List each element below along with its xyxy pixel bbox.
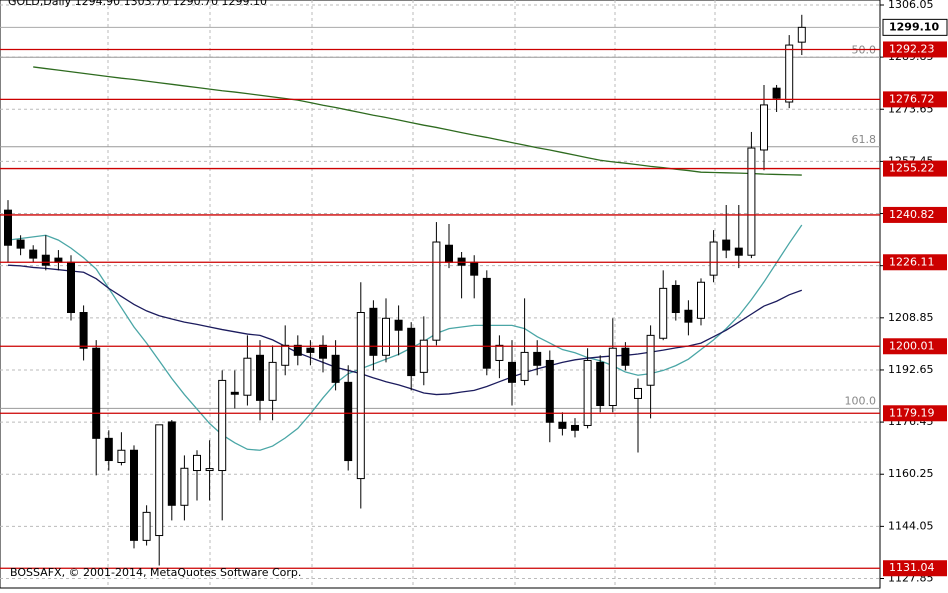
level-label: 1292.23: [889, 42, 935, 55]
y-tick-label: 1160.25: [888, 467, 934, 480]
level-box: [883, 160, 947, 177]
candle-body: [596, 361, 605, 407]
candle-body: [722, 239, 731, 251]
candle-body: [29, 249, 38, 259]
candle-body: [445, 244, 453, 263]
level-label: 1179.19: [889, 406, 935, 419]
candle-body: [306, 347, 315, 353]
current-price-box: [882, 18, 948, 36]
candle-body: [419, 339, 428, 373]
y-tick-label: 1144.05: [888, 519, 934, 532]
level-box: [883, 254, 947, 271]
candle-body: [256, 354, 264, 401]
level-box: [883, 405, 947, 422]
candle-body: [193, 454, 201, 472]
candle-body: [41, 254, 50, 266]
candle-body: [558, 421, 567, 429]
level-label: 1226.11: [889, 255, 935, 268]
candle-body: [230, 391, 239, 395]
candle-body: [533, 351, 542, 366]
watermark: BOSSAFX, © 2001-2014, MetaQuotes Softwar…: [10, 566, 301, 579]
candle-body: [167, 421, 176, 506]
candle-body: [747, 147, 756, 256]
candle-body: [155, 424, 164, 537]
current-price-label: 1299.10: [889, 20, 939, 33]
candle-body: [772, 87, 781, 99]
candle-body: [785, 44, 794, 103]
candle-body: [356, 312, 365, 480]
level-label: 1240.82: [889, 208, 935, 221]
candle-body: [180, 467, 189, 506]
candle-body: [67, 261, 75, 314]
candle-body: [92, 347, 101, 439]
candle-body: [79, 312, 88, 349]
level-label: 1255.22: [889, 162, 935, 175]
candle-body: [331, 354, 340, 383]
candle-body: [268, 361, 277, 401]
y-tick-label: 1192.65: [888, 363, 934, 376]
y-tick-label: 1306.05: [888, 0, 934, 11]
candle-body: [697, 281, 705, 319]
time-grid: [107, 0, 716, 588]
candle-body: [344, 381, 353, 462]
moving-average: [7, 264, 803, 396]
candle-body: [709, 241, 718, 276]
candle-body: [281, 344, 290, 366]
y-tick-label: 1208.85: [888, 311, 934, 324]
candle-body: [659, 287, 668, 339]
fib-label: 61.8: [852, 133, 877, 146]
moving-average: [7, 224, 803, 451]
candle-body: [205, 468, 214, 472]
candle-body: [520, 351, 529, 381]
candle-body: [671, 284, 680, 314]
candle-body: [684, 309, 693, 323]
candle-body: [218, 379, 227, 472]
level-box: [883, 206, 947, 223]
candle-body: [369, 307, 378, 356]
candle-body: [407, 327, 416, 377]
candle-body: [243, 357, 252, 396]
fib-label: 100.0: [845, 394, 877, 407]
level-box: [883, 91, 947, 108]
candle-body: [482, 277, 491, 369]
candle-body: [16, 239, 25, 249]
candle-body: [117, 449, 126, 463]
level-box: [883, 560, 947, 577]
candle-body: [319, 344, 327, 359]
candle-body: [104, 437, 113, 462]
candle-body: [571, 424, 579, 431]
level-box: [883, 338, 947, 355]
candle-body: [508, 361, 516, 383]
candle-body: [760, 104, 768, 151]
candle-body: [646, 334, 655, 386]
candle-body: [583, 359, 592, 426]
level-label: 1200.01: [889, 339, 935, 352]
candle-body: [495, 344, 504, 361]
candle-body: [432, 241, 441, 341]
level-label: 1276.72: [889, 92, 935, 105]
candle-body: [621, 347, 630, 366]
candle-body: [382, 317, 390, 356]
candle-body: [293, 344, 302, 356]
candle-body: [130, 449, 138, 541]
candle-body: [608, 347, 617, 407]
candle-body: [394, 319, 403, 331]
candle-body: [734, 247, 743, 256]
candle-body: [545, 359, 554, 423]
candle-body: [797, 26, 806, 43]
level-box: [883, 41, 947, 58]
level-label: 1131.04: [889, 561, 935, 574]
chart-title: GOLD,Daily 1294.90 1303.70 1290.70 1299.…: [8, 0, 267, 8]
candle-body: [142, 511, 151, 541]
candle-body: [634, 387, 642, 399]
candle-body: [4, 209, 12, 246]
candle-body: [470, 261, 479, 276]
